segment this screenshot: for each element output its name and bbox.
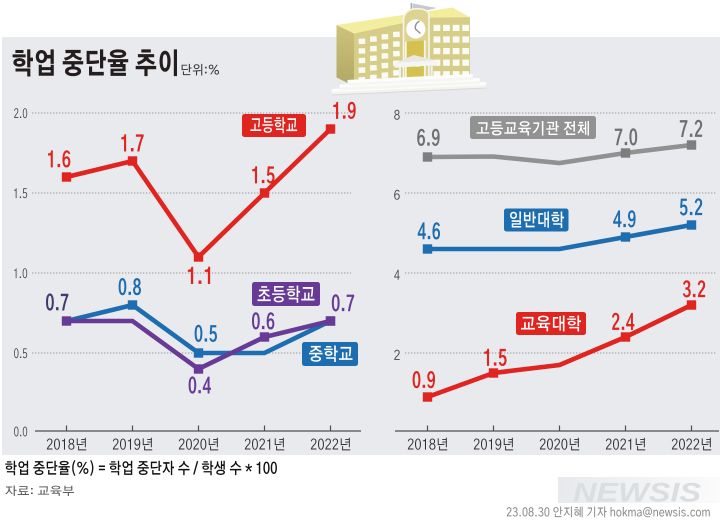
svg-text:NEWSIS: NEWSIS [573, 478, 701, 508]
